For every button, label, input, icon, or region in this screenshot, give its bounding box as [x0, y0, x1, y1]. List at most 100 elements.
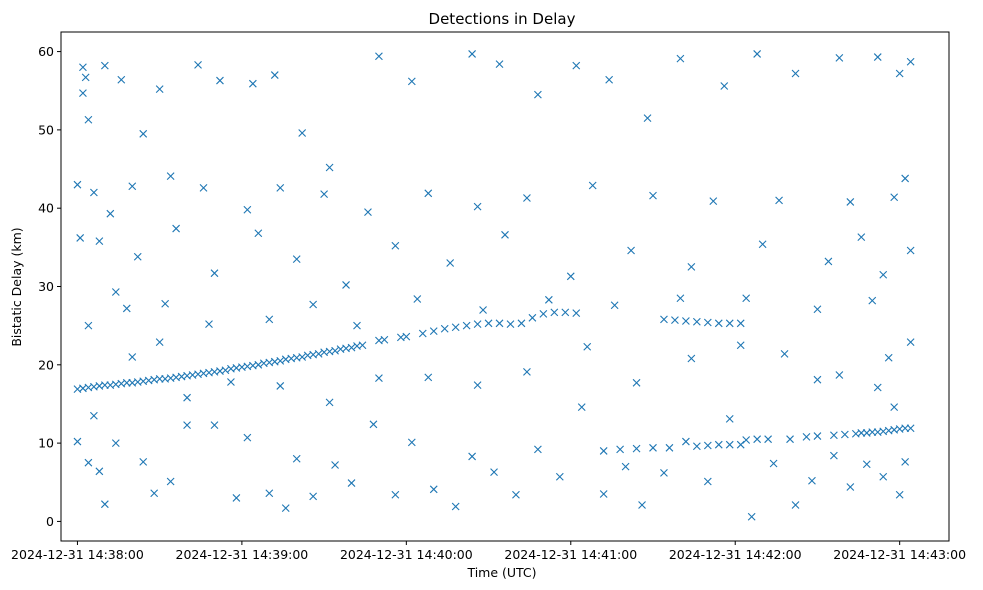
x-tick-label: 2024-12-31 14:39:00 — [176, 547, 309, 562]
data-point — [660, 315, 668, 324]
data-point — [413, 295, 422, 303]
data-point — [753, 435, 762, 444]
data-point — [736, 341, 745, 350]
data-point — [523, 367, 531, 376]
data-point — [243, 205, 252, 214]
data-point — [139, 129, 148, 138]
data-point — [824, 257, 833, 266]
data-point — [703, 441, 712, 450]
data-point — [786, 435, 794, 444]
data-point — [314, 349, 323, 358]
data-point — [544, 295, 553, 304]
data-point — [775, 196, 783, 205]
data-point — [534, 445, 542, 454]
data-point — [81, 73, 90, 82]
x-axis-label: Time (UTC) — [466, 565, 536, 580]
data-point — [375, 374, 383, 383]
data-point — [292, 454, 301, 463]
data-point — [501, 230, 509, 239]
data-point — [906, 57, 915, 66]
data-point — [248, 79, 257, 88]
data-point — [380, 335, 389, 344]
data-point — [736, 319, 745, 328]
y-axis: 0 10 20 30 40 50 60 — [38, 44, 61, 529]
data-point — [227, 378, 235, 386]
data-point — [523, 194, 531, 202]
data-points — [73, 50, 915, 521]
data-point — [270, 71, 279, 79]
data-point — [166, 172, 175, 180]
data-point — [742, 436, 751, 444]
data-point — [298, 129, 307, 137]
x-axis: 2024-12-31 14:38:00 2024-12-31 14:39:00 20… — [11, 541, 966, 562]
data-point — [73, 180, 82, 189]
data-point — [550, 308, 559, 317]
data-point — [846, 198, 855, 206]
data-point — [534, 90, 542, 99]
data-point — [84, 321, 93, 330]
data-point — [857, 429, 866, 437]
data-point — [791, 69, 800, 78]
y-tick-label: 0 — [46, 514, 54, 529]
x-tick-label: 2024-12-31 14:42:00 — [669, 547, 802, 562]
data-point — [692, 317, 701, 326]
y-tick-label: 60 — [38, 44, 54, 59]
data-point — [901, 174, 910, 183]
data-point — [561, 308, 570, 317]
data-point — [128, 353, 137, 361]
data-point — [577, 403, 586, 411]
data-point — [331, 346, 339, 355]
data-point — [566, 272, 575, 281]
data-point — [621, 462, 630, 471]
data-point — [890, 403, 899, 411]
data-point — [895, 490, 904, 499]
data-point — [588, 181, 597, 190]
data-point — [901, 458, 910, 466]
data-point — [676, 294, 685, 303]
data-point — [676, 54, 685, 63]
data-point — [358, 341, 367, 350]
data-point — [473, 381, 482, 390]
data-point — [402, 332, 411, 341]
data-point — [254, 360, 263, 369]
data-point — [627, 246, 635, 255]
data-point — [451, 502, 460, 511]
data-point — [100, 61, 109, 70]
data-point — [292, 255, 301, 263]
data-point — [495, 319, 504, 328]
data-point — [232, 494, 241, 502]
data-point — [725, 319, 734, 328]
data-point — [884, 353, 893, 362]
data-point — [451, 323, 460, 332]
x-tick-label: 2024-12-31 14:41:00 — [504, 547, 637, 562]
data-point — [281, 504, 290, 512]
data-point — [753, 50, 762, 58]
data-point — [76, 234, 85, 242]
data-point — [709, 197, 718, 206]
data-point — [429, 485, 438, 494]
data-point — [873, 53, 882, 61]
data-point — [528, 313, 537, 322]
data-point — [462, 321, 471, 330]
data-point — [512, 490, 520, 499]
data-point — [572, 61, 581, 70]
data-point — [221, 366, 230, 375]
data-point — [79, 63, 87, 72]
data-point — [906, 424, 915, 433]
data-point — [155, 375, 164, 383]
data-point — [424, 189, 433, 198]
data-point — [407, 77, 416, 86]
data-point — [555, 472, 564, 481]
data-point — [84, 115, 93, 124]
data-point — [703, 477, 712, 486]
data-point — [429, 327, 438, 336]
data-point — [331, 461, 339, 469]
data-point — [791, 501, 800, 509]
data-point — [139, 458, 148, 466]
data-point — [155, 338, 164, 346]
data-point — [703, 318, 712, 327]
data-point — [682, 437, 690, 446]
data-point — [632, 378, 641, 387]
data-point — [440, 324, 449, 333]
data-point — [446, 259, 455, 267]
